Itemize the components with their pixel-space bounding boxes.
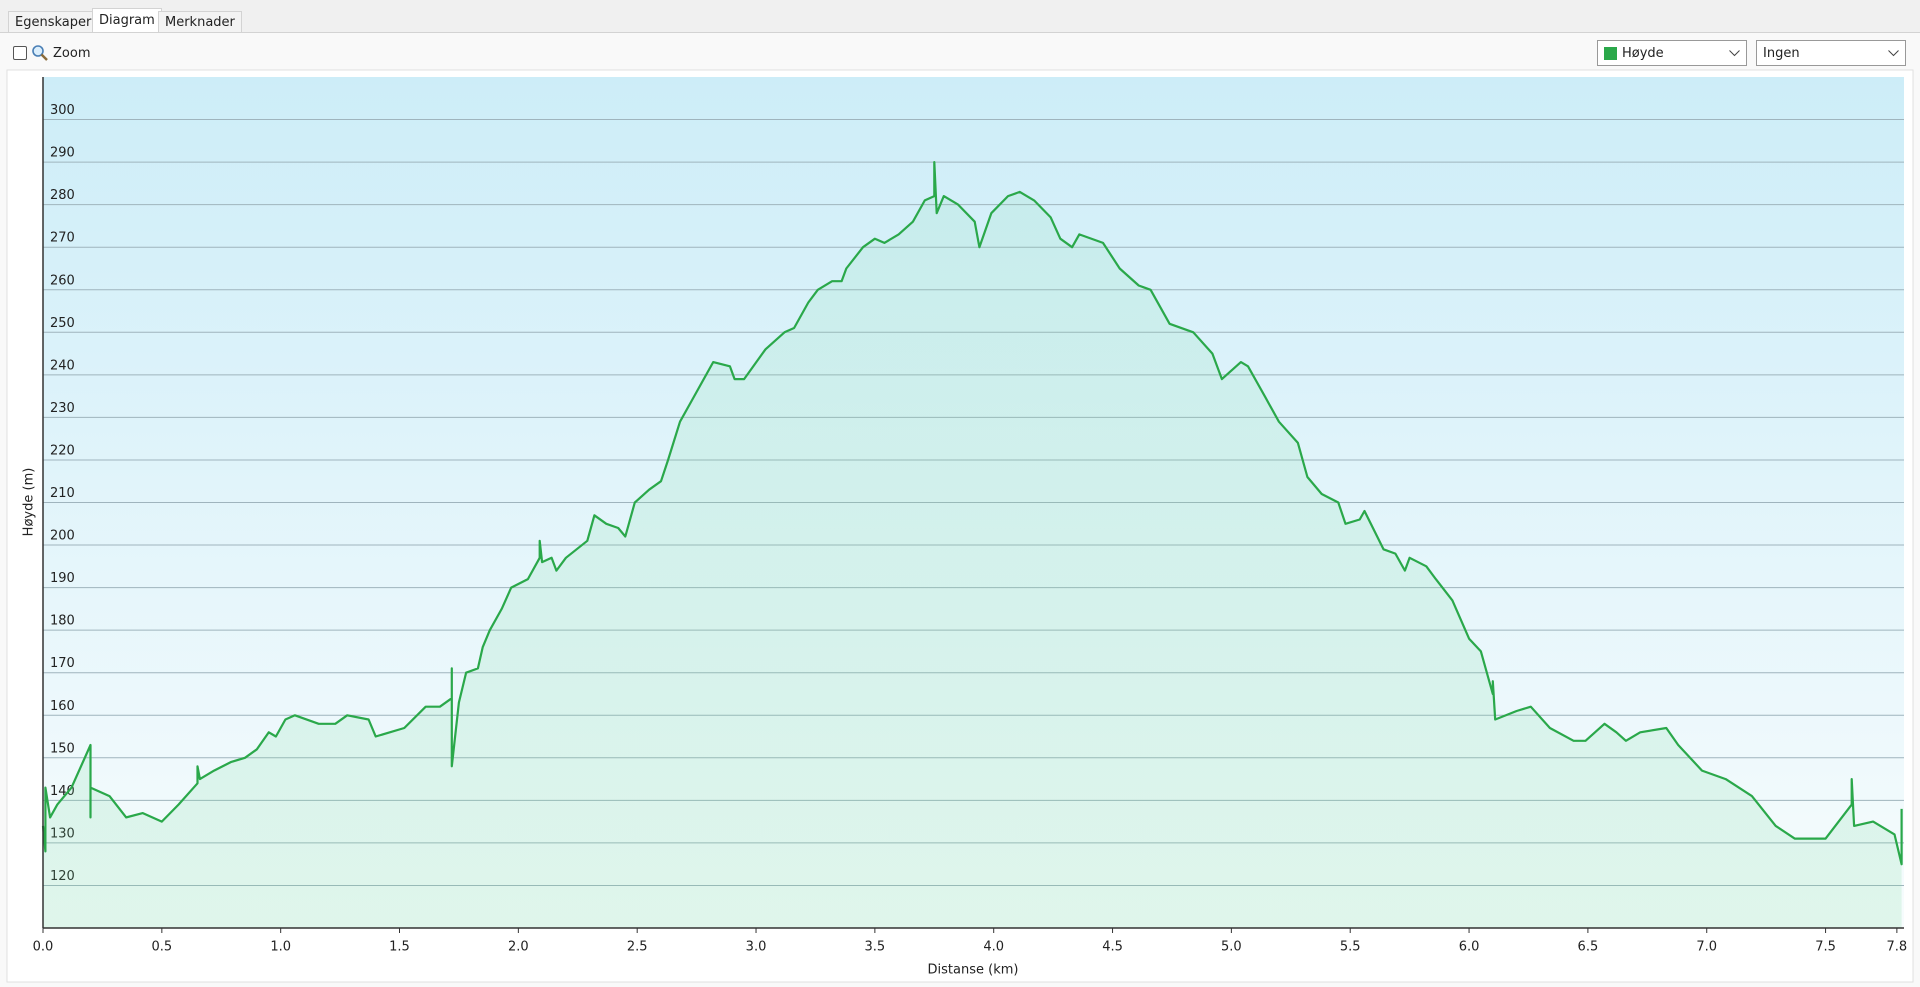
x-tick-label: 6.5 <box>1578 940 1599 955</box>
compare-select[interactable]: Ingen <box>1756 40 1906 66</box>
x-tick-label: 2.5 <box>627 940 648 955</box>
y-tick-label: 170 <box>50 656 75 671</box>
compare-label: Ingen <box>1763 45 1800 61</box>
tab[interactable]: Merknader <box>158 11 242 32</box>
y-tick-label: 230 <box>50 401 75 416</box>
y-tick-label: 240 <box>50 358 75 373</box>
y-tick-label: 280 <box>50 188 75 203</box>
x-tick-label: 3.0 <box>746 940 767 955</box>
x-tick-label: 5.5 <box>1340 940 1361 955</box>
x-tick-label: 1.0 <box>270 940 291 955</box>
x-tick-label: 7.8 <box>1887 940 1908 955</box>
x-tick-label: 0.0 <box>33 940 54 955</box>
x-axis-title: Distanse (km) <box>928 963 1019 978</box>
legend-label: Høyde <box>1622 45 1664 61</box>
y-tick-label: 150 <box>50 741 75 756</box>
y-tick-label: 300 <box>50 103 75 118</box>
chevron <box>1729 50 1740 57</box>
x-tick-label: 4.0 <box>983 940 1004 955</box>
y-tick-label: 260 <box>50 273 75 288</box>
x-tick-label: 4.5 <box>1102 940 1123 955</box>
x-tick-label: 2.0 <box>508 940 529 955</box>
area-fill <box>43 162 1902 929</box>
chevron <box>1888 50 1899 57</box>
x-tick-label: 7.0 <box>1696 940 1717 955</box>
y-tick-label: 190 <box>50 571 75 586</box>
x-tick-label: 7.5 <box>1815 940 1836 955</box>
y-axis-title: Høyde (m) <box>22 468 37 537</box>
y-tick-label: 220 <box>50 443 75 458</box>
x-tick-label: 1.5 <box>389 940 410 955</box>
legend-swatch <box>1604 46 1617 60</box>
x-tick-label: 5.0 <box>1221 940 1242 955</box>
x-tick-label: 6.0 <box>1459 940 1480 955</box>
y-tick-label: 270 <box>50 231 75 246</box>
x-tick-label: 0.5 <box>151 940 172 955</box>
y-tick-label: 250 <box>50 316 75 331</box>
zoom-icon <box>32 45 48 61</box>
elevation-line <box>41 161 1903 866</box>
zoom-label: Zoom <box>53 45 91 61</box>
zoom-toggle[interactable]: Zoom <box>13 44 90 62</box>
y-tick-label: 200 <box>50 529 75 544</box>
series-select[interactable]: Høyde <box>1597 40 1747 66</box>
y-tick-label: 160 <box>50 699 75 714</box>
x-tick-label: 3.5 <box>865 940 886 955</box>
y-tick-label: 180 <box>50 614 75 629</box>
y-tick-label: 290 <box>50 146 75 161</box>
y-tick-label: 210 <box>50 486 75 501</box>
tab[interactable]: Egenskaper <box>8 11 99 32</box>
checkbox[interactable] <box>13 46 27 60</box>
tab[interactable]: Diagram <box>92 8 162 33</box>
